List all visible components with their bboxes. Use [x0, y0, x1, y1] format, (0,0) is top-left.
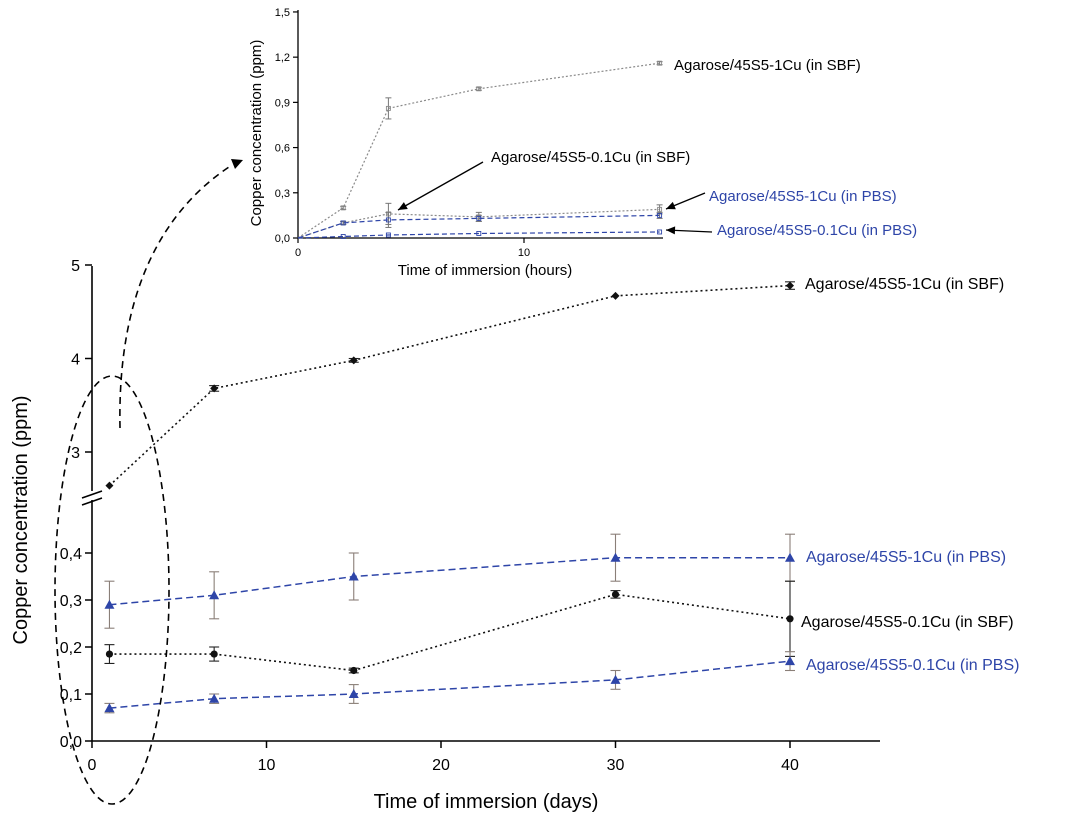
series-line [109, 593, 791, 672]
main-y-tick-label: 0,4 [60, 546, 82, 563]
inset-data-point [340, 234, 346, 239]
data-point [785, 656, 795, 666]
inset-y-tick-label: 1,2 [275, 52, 290, 64]
inset-x-tick-label: 0 [295, 247, 301, 259]
series-1 [104, 533, 795, 629]
data-point [104, 599, 115, 609]
inset-data-point [385, 105, 391, 111]
main-y-axis-label: Copper concentration (ppm) [10, 395, 32, 644]
inset-y-tick-label: 0,6 [275, 143, 290, 155]
inset-pointer-arrow [665, 192, 706, 210]
data-point [348, 689, 359, 698]
inset-data-point [340, 220, 346, 226]
main-x-tick-label: 10 [258, 757, 276, 774]
series-label: Agarose/45S5-1Cu (in SBF) [805, 276, 1004, 293]
inset-data-point [340, 205, 346, 211]
data-point [349, 356, 358, 365]
main-y-tick-label: 0,0 [60, 734, 82, 751]
data-point [348, 571, 359, 581]
zoom-ellipse [54, 375, 170, 805]
main-x-tick-label: 40 [781, 757, 799, 774]
series-3 [104, 651, 795, 714]
inset-y-tick-label: 1,5 [275, 7, 290, 19]
main-y-tick-label: 0,2 [60, 640, 82, 657]
inset-error-bar [385, 211, 392, 228]
inset-x-axis-label: Time of immersion (hours) [398, 262, 572, 279]
main-y-tick-label: 3 [71, 445, 80, 462]
inset-pointer-arrow [665, 226, 713, 235]
data-point [210, 384, 219, 393]
inset-series-3 [297, 229, 663, 239]
inset-error-bar [385, 97, 392, 120]
main-chart: 0 10 20 30 40 0,0 0,1 0,2 0,3 0,4 3 4 5 Time of imm… [10, 258, 1019, 813]
main-y-tick-label: 4 [71, 352, 80, 369]
data-point [610, 552, 621, 562]
inset-pointer-arrow [397, 161, 484, 211]
inset-data-point [657, 229, 663, 235]
inset-data-point [385, 217, 391, 223]
main-series-labels: Agarose/45S5-1Cu (in SBF) Agarose/45S5-1C… [801, 276, 1019, 674]
data-point [104, 703, 115, 713]
inset-series-line [297, 62, 660, 239]
inset-data-point [657, 60, 663, 66]
zoom-arrowhead [231, 159, 243, 169]
inset-series-labels: Agarose/45S5-1Cu (in SBF) Agarose/45S5-0.… [397, 57, 917, 239]
data-point [785, 552, 795, 562]
inset-series-label: Agarose/45S5-1Cu (in SBF) [674, 57, 861, 74]
inset-data-point [476, 86, 482, 92]
main-x-axis-label: Time of immersion (days) [374, 791, 599, 813]
inset-series-line [297, 231, 660, 239]
inset-y-tick-label: 0,3 [275, 188, 290, 200]
inset-series-label: Agarose/45S5-0.1Cu (in PBS) [717, 222, 917, 239]
main-x-ticks: 0 10 20 30 40 [88, 741, 799, 774]
inset-y-tick-label: 0,9 [275, 97, 290, 109]
data-point [105, 650, 114, 658]
main-x-tick-label: 30 [607, 757, 625, 774]
inset-data-point [476, 231, 482, 236]
inset-series-2 [297, 211, 663, 239]
inset-x-ticks: 0 10 [295, 238, 530, 259]
main-x-tick-label: 0 [88, 757, 97, 774]
data-point [611, 291, 620, 300]
inset-y-ticks: 0,0 0,3 0,6 0,9 1,2 1,5 [275, 7, 298, 245]
series-label: Agarose/45S5-1Cu (in PBS) [806, 549, 1006, 566]
data-point [210, 650, 218, 658]
data-point [105, 481, 114, 490]
inset-series-label: Agarose/45S5-0.1Cu (in SBF) [491, 149, 690, 166]
inset-chart: 0 10 0,0 0,3 0,6 0,9 1,2 1,5 Time of immersion… [248, 7, 917, 279]
data-point [209, 590, 220, 600]
inset-data-point [385, 232, 391, 238]
inset-y-tick-label: 0,0 [275, 233, 290, 245]
inset-y-axis-label: Copper concentration (ppm) [248, 40, 265, 227]
main-x-tick-label: 20 [432, 757, 450, 774]
main-y-tick-label: 5 [71, 258, 80, 275]
data-point [610, 674, 621, 684]
data-point [786, 281, 794, 290]
data-point [209, 693, 220, 703]
axis-break-mark [81, 490, 103, 506]
zoom-callout [54, 159, 243, 805]
series-label: Agarose/45S5-0.1Cu (in PBS) [806, 657, 1019, 674]
inset-series-0 [297, 60, 663, 239]
series-0 [105, 281, 795, 490]
main-y-tick-label: 0,3 [60, 593, 82, 610]
zoom-arrow-line [119, 164, 233, 429]
data-point [611, 590, 620, 598]
main-series [104, 281, 795, 714]
series-2 [104, 580, 795, 675]
inset-data-point [476, 215, 482, 221]
data-point [786, 615, 794, 623]
inset-x-tick-label: 10 [518, 247, 530, 259]
inset-data-point [657, 212, 663, 218]
series-label: Agarose/45S5-0.1Cu (in SBF) [801, 614, 1014, 631]
data-point [350, 666, 358, 675]
main-y-tick-label: 0,1 [60, 687, 82, 704]
inset-series-label: Agarose/45S5-1Cu (in PBS) [709, 188, 897, 205]
inset-data-point [657, 206, 663, 212]
inset-series [297, 60, 663, 239]
main-y-ticks: 0,0 0,1 0,2 0,3 0,4 3 4 5 [60, 258, 92, 751]
